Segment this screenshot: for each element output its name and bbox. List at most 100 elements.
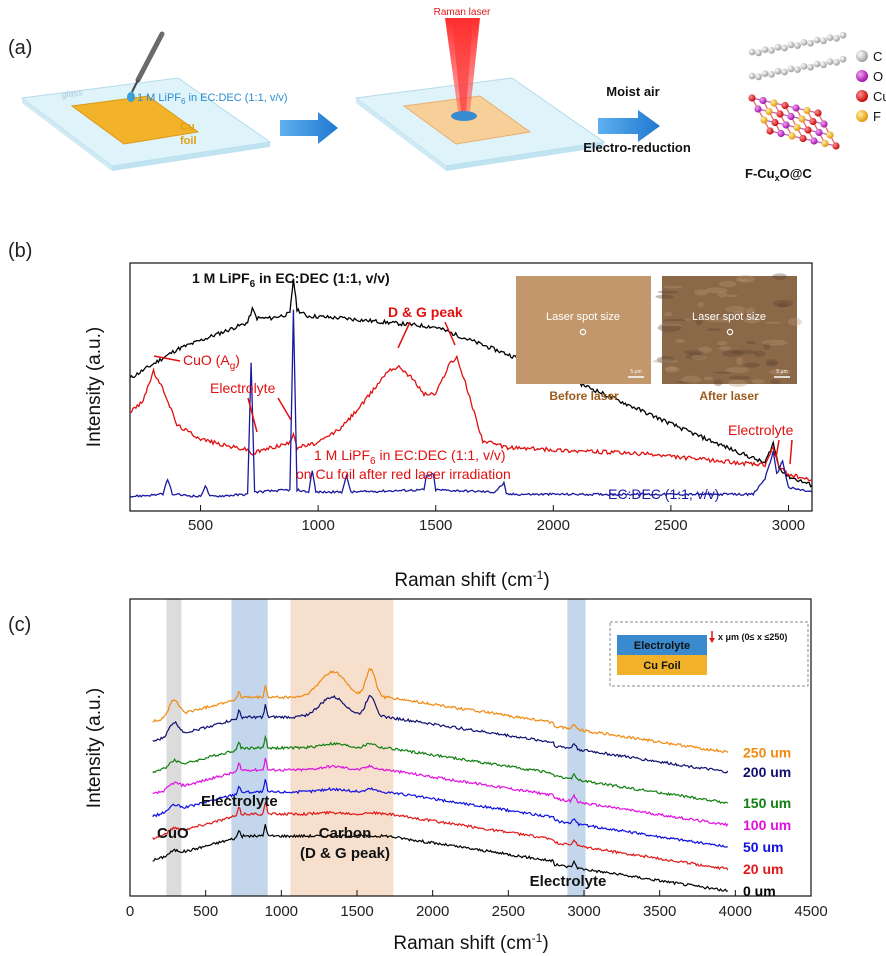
plot-b-series <box>130 278 812 499</box>
plot-b-x-ticks: 500 1000 1500 2000 2500 3000 <box>188 505 805 534</box>
annotation-black-series: 1 M LiPF6 in EC:DEC (1:1, v/v) <box>192 270 390 290</box>
series-line-200-um <box>152 694 729 774</box>
x-tick-label: 3000 <box>772 517 805 534</box>
annotation-cuo: CuO (Ag) <box>183 352 240 372</box>
series-line-20-um <box>152 801 729 871</box>
annotation-blue-series: EC:DEC (1:1, v/v) <box>608 486 719 502</box>
carbon-atom-icon <box>813 60 821 68</box>
texture-speck <box>746 341 756 345</box>
texture-speck <box>652 359 679 364</box>
laser-spot-marker-before <box>579 328 587 336</box>
carbon-atom-icon <box>768 71 775 78</box>
glass-slide-2-side <box>356 98 446 171</box>
texture-speck <box>713 379 723 387</box>
texture-speck <box>753 350 766 357</box>
panel-a-label: (a) <box>8 37 32 59</box>
x-tick-label: 2500 <box>492 903 525 920</box>
texture-speck <box>718 346 732 351</box>
plot-b-frame <box>129 262 813 512</box>
texture-speck <box>732 311 745 315</box>
x-tick-label: 1500 <box>419 517 452 534</box>
carbon-atom-icon <box>761 46 769 53</box>
plot-c-series <box>152 667 729 893</box>
glass-slide-1-edge <box>112 142 270 171</box>
pipette-tip <box>131 79 139 93</box>
legend-f-label: F <box>873 109 881 124</box>
series-label: 150 um <box>743 795 791 811</box>
carbon-atom-icon <box>839 55 847 63</box>
inset-after-laser: Laser spot size 5 μm After laser <box>652 273 802 403</box>
texture-speck <box>787 317 802 326</box>
micrograph-after-text: Laser spot size <box>692 311 766 323</box>
texture-speck <box>725 367 750 374</box>
texture-speck <box>706 328 722 331</box>
fluorine-atom-icon <box>788 132 796 140</box>
texture-speck <box>656 356 675 364</box>
texture-speck <box>745 307 756 315</box>
glass-label: glass <box>61 87 84 100</box>
carbon-atom-icon <box>781 68 788 76</box>
x-tick-label: 500 <box>193 903 218 920</box>
process-label-moist-air: Moist air <box>606 84 659 99</box>
texture-speck <box>777 303 789 308</box>
series-label: 100 um <box>743 817 791 833</box>
texture-speck <box>726 294 739 298</box>
panel-b: (b) 500 1000 1500 2000 2500 3000 Intensity (a… <box>8 240 813 591</box>
texture-speck <box>767 361 778 365</box>
band-label-electrolyte-1: Electrolyte <box>201 793 278 810</box>
texture-speck <box>762 339 789 346</box>
x-tick-label: 1000 <box>301 517 334 534</box>
texture-speck <box>691 354 707 360</box>
band-label-electrolyte-2: Electrolyte <box>530 873 607 890</box>
band-label-cuo: CuO <box>157 825 189 842</box>
texture-speck <box>736 275 755 283</box>
texture-speck <box>725 306 746 313</box>
texture-speck <box>665 366 678 371</box>
copper-atom-icon <box>776 110 784 118</box>
legend-o-icon <box>856 70 868 82</box>
texture-speck <box>772 300 794 307</box>
panel-b-label: (b) <box>8 240 32 262</box>
texture-speck <box>705 287 728 294</box>
scale-bar-after-label: 5 μm <box>776 369 787 375</box>
annotation-cuo-arrow <box>153 355 181 362</box>
cu-foil-label-1: Cu <box>180 121 195 133</box>
panel-c: (c) 0 500 1000 1500 2000 2500 3000 3500 4000 4500… <box>8 598 828 954</box>
oxygen-atom-icon <box>820 120 828 128</box>
texture-speck <box>769 368 791 376</box>
texture-speck <box>655 294 674 299</box>
annotation-red-series-line1: 1 M LiPF6 in EC:DEC (1:1, v/v) <box>314 447 506 467</box>
carbon-atom-icon <box>800 39 808 46</box>
texture-speck <box>772 273 788 280</box>
series-label: 20 um <box>743 861 783 877</box>
carbon-atom-icon <box>748 72 756 80</box>
inset-cufoil-layer <box>617 655 707 675</box>
before-laser-label: Before laser <box>549 389 619 403</box>
fluorine-atom-icon <box>826 131 834 139</box>
series-line-1 <box>130 354 812 482</box>
carbon-atom-icon <box>774 67 782 75</box>
carbon-atom-icon <box>820 61 827 69</box>
texture-speck <box>736 357 743 365</box>
texture-speck <box>676 381 693 384</box>
series-line-2 <box>130 309 812 499</box>
carbon-atom-icon <box>807 63 814 71</box>
x-tick-label: 4000 <box>719 903 752 920</box>
oxygen-atom-icon <box>810 137 818 145</box>
carbon-atom-icon <box>794 42 801 49</box>
plot-c-inset-schematic: Electrolyte Cu Foil x μm (0≤ x ≤250) <box>609 621 809 687</box>
texture-speck <box>743 316 761 324</box>
carbon-atom-icon <box>787 65 795 73</box>
after-laser-label: After laser <box>699 389 759 403</box>
copper-atom-icon <box>814 109 822 117</box>
laser-beam-core <box>452 18 473 112</box>
plot-c-x-ticks: 0 500 1000 1500 2000 2500 3000 3500 4000 4500 <box>126 890 828 920</box>
texture-speck <box>763 342 771 350</box>
annotation-dg-peak: D & G peak <box>388 304 463 320</box>
copper-atom-icon <box>781 101 789 110</box>
carbon-atom-icon <box>755 73 762 81</box>
inset-before-laser: Laser spot size 5 μm Before laser <box>516 276 651 403</box>
panel-a: (a) glass Cu foil 1 M LiPF6 in EC:DEC (1… <box>8 7 886 183</box>
carbon-atom-icon <box>781 44 788 52</box>
